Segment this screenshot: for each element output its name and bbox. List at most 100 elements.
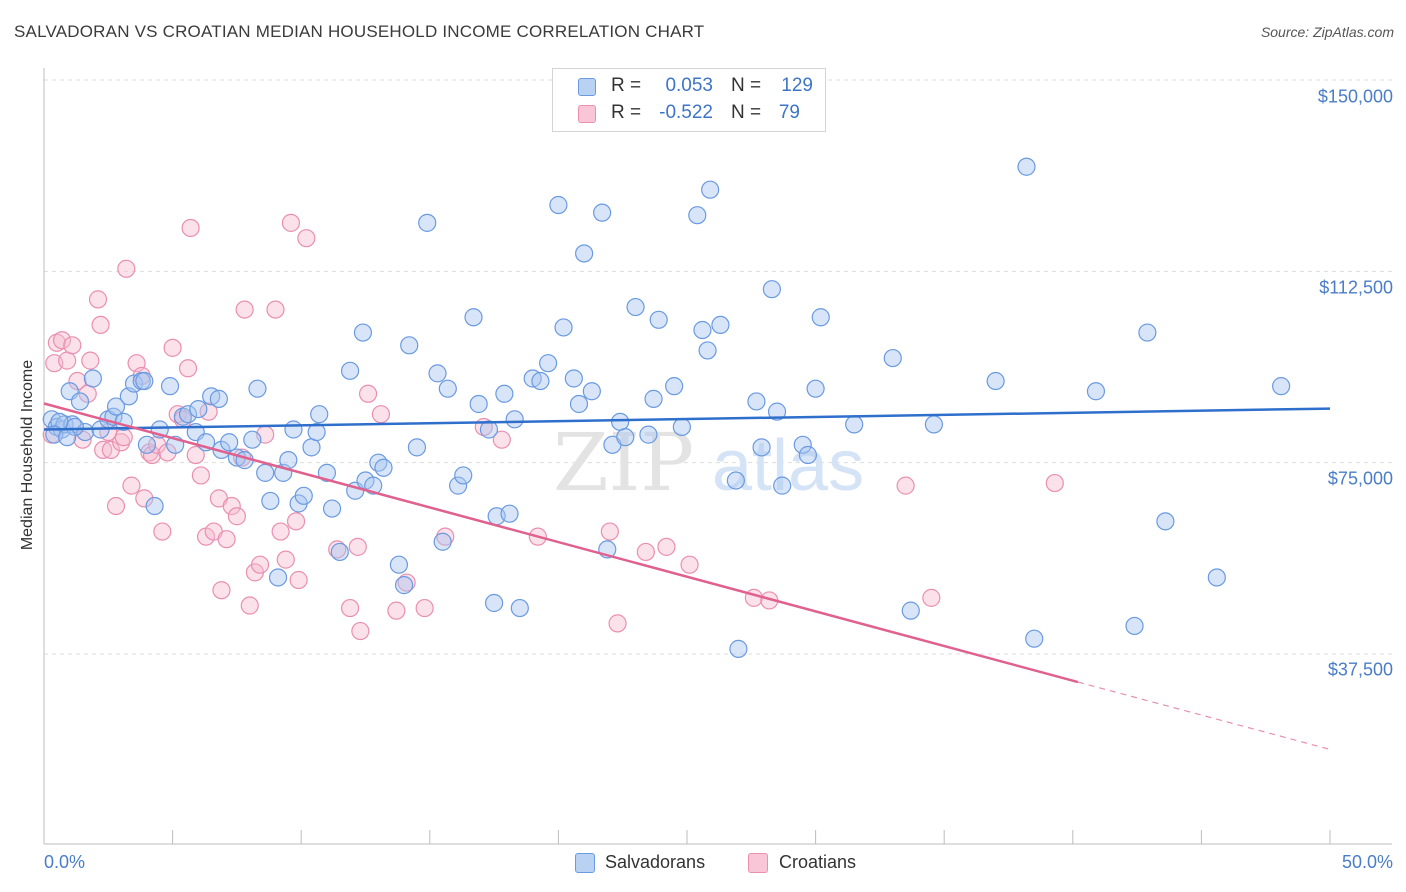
axes [43,68,1392,845]
salvadoran-point [531,371,550,391]
salvadoran-point [418,213,437,232]
croatian-point [240,596,259,615]
croatian-point [397,573,416,592]
salvadoran-point [793,435,812,454]
salvadoran-point [811,308,830,327]
croatian-point [142,445,162,465]
salvadoran-point [711,315,730,335]
croatian-point [114,428,133,447]
legend-n-label: N = [731,102,762,123]
salvadoran-point [330,542,349,562]
salvadoran-point [469,394,488,414]
croatian-point [636,542,655,562]
salvadoran-point [729,639,748,658]
salvadoran-point [549,195,568,215]
salvadoran-point [626,297,645,317]
salvadoran-point [135,371,154,391]
legend-r-value: 0.053 [665,75,713,96]
salvadoran-point [317,463,337,482]
croatian-point [88,290,108,309]
salvadoran-point [189,399,208,419]
croatian-point [348,537,367,556]
legend-r-label: R = [611,75,642,96]
croatian-point [328,540,347,559]
croatian-point [235,300,254,319]
legend-label: Croatians [779,852,857,872]
croatian-point [68,371,87,391]
salvadoran-point [688,206,707,225]
salvadoran-point [806,379,825,398]
legend-swatch-blue [578,78,596,96]
salvadoran-point [307,422,326,442]
salvadoran-point [407,438,427,457]
salvadoran-point [726,471,745,490]
salvadoran-point [1017,157,1036,176]
x-tick-label-right: 50.0% [1341,852,1393,872]
salvadoran-point [798,445,817,465]
salvadoran-point [510,598,529,618]
salvadoran-point [752,438,771,457]
croatian-point [122,476,141,495]
watermark-zip: ZIP [553,416,694,509]
salvadoran-point [454,466,473,485]
grid-lines [44,79,1392,655]
salvadoran-point [1207,568,1226,587]
croatian-point [266,300,285,319]
croatian-point [281,213,301,232]
y-axis-label: Median Household Income [19,359,36,551]
salvadoran-point [701,180,720,199]
croatian-point [135,489,154,508]
croatian-point [600,522,619,541]
legend-n-label: N = [731,75,762,96]
croatian-point [222,496,241,516]
salvadoran-point [500,504,519,523]
salvadoran-point [575,244,594,263]
salvadoran-point [394,576,414,595]
salvadoran-point [986,371,1005,391]
salvadoran-point [294,486,313,505]
salvadoran-point [433,532,452,551]
salvadoran-point [747,392,766,411]
salvadoran-point [353,323,373,342]
croatian-point [212,581,231,600]
croatian-point [351,621,370,641]
croatian-point [358,384,378,403]
salvadoran-point [883,348,902,368]
salvadoran-point [672,417,691,437]
salvadoran-point [389,555,409,574]
salvadoran-point [374,458,393,477]
salvadoran-point [582,382,601,401]
croatian-point [657,537,676,556]
salvadoran-point [698,341,717,360]
croatian-point [148,435,167,454]
legend-n-value: 79 [778,102,800,123]
croatian-point [191,466,210,485]
croatian-point [186,445,205,465]
croatian-point [163,338,182,357]
salvadoran-point [767,402,787,421]
salvadoran-point [400,336,419,355]
croatians-trend-extension [1077,681,1331,750]
salvadoran-point [924,415,944,434]
legend-row-croatians: R = -0.522 N = 79 [553,102,825,126]
croatian-point [227,507,246,526]
watermark: ZIP atlas [553,416,864,509]
source-label: Source: ZipAtlas.com [1260,24,1394,40]
salvadoran-point [505,410,524,429]
croatian-point [106,496,126,516]
salvadoran-point [83,369,102,388]
salvadoran-point [302,438,321,457]
croatian-point [415,598,434,618]
croatians-trend-line [43,402,1079,684]
salvadoran-point [268,568,288,587]
salvadoran-point [220,433,239,452]
croatian-point [94,440,113,460]
salvadoran-point [340,361,360,380]
salvadoran-point [178,405,198,424]
chart-title: SALVADORAN VS CROATIAN MEDIAN HOUSEHOLD … [14,22,705,41]
salvadoran-point [539,354,558,373]
salvadoran-point [160,377,180,396]
salvadoran-point [137,435,156,454]
salvadoran-point [693,320,712,340]
